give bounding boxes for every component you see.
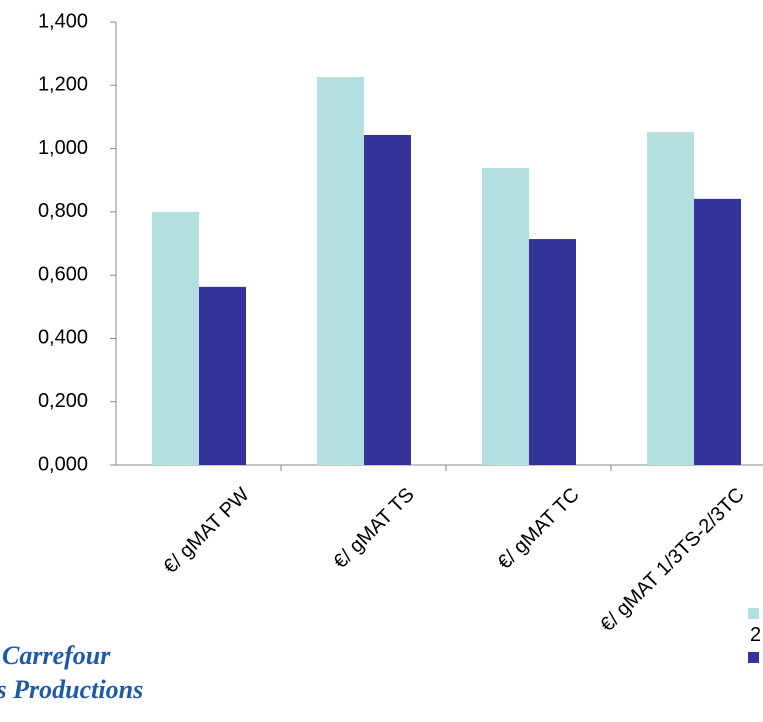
y-tick-label: 0,200 (38, 390, 88, 412)
bar (364, 134, 411, 465)
legend-swatch (748, 652, 759, 663)
y-tick-label: 0,600 (38, 263, 88, 285)
bar (199, 286, 246, 465)
bar (152, 211, 199, 465)
y-tick-label: 0,400 (38, 327, 88, 349)
logo-line1: Carrefour (2, 641, 111, 670)
logo-line2: des Productions (0, 675, 143, 704)
bar (647, 132, 694, 466)
legend-swatch (748, 608, 759, 619)
y-tick-label: 1,400 (38, 10, 88, 32)
y-tick-label: 1,000 (38, 137, 88, 159)
bar (482, 167, 529, 465)
bar (529, 239, 576, 465)
x-tick-label: €/ gMAT 1/3TS-2/3TC (596, 484, 749, 637)
bar (694, 198, 741, 465)
y-tick-label: 0,000 (38, 453, 88, 475)
x-tick-label: €/ gMAT TS (329, 484, 418, 573)
bar (317, 77, 364, 466)
x-tick-label: €/ gMAT PW (159, 484, 253, 578)
y-tick-label: 1,200 (38, 74, 88, 96)
y-tick-label: 0,800 (38, 200, 88, 222)
x-tick-label: €/ gMAT TC (494, 484, 584, 574)
